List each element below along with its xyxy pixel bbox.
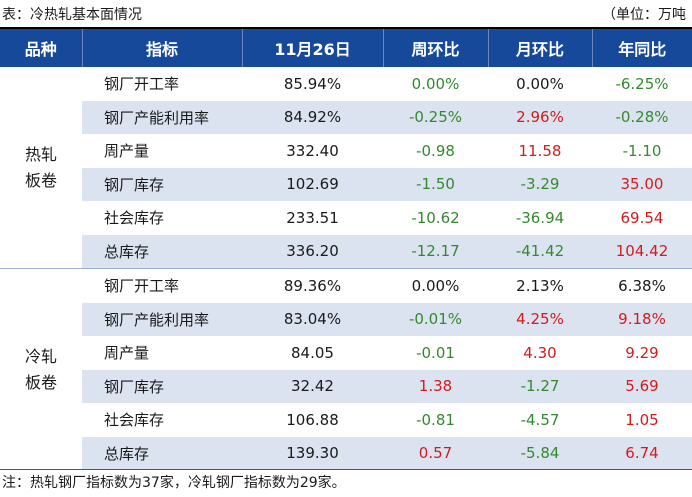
table-row: 钢厂产能利用率 83.04% -0.01% 4.25% 9.18%	[0, 302, 692, 336]
mom-cell: 2.13%	[488, 268, 592, 303]
table-caption: 表：冷热轧基本面情况 （单位：万吨	[0, 0, 692, 28]
table-row: 周产量 84.05 -0.01 4.30 9.29	[0, 336, 692, 370]
indicator-cell: 总库存	[82, 436, 242, 470]
table-row: 热轧 板卷 钢厂开工率 85.94% 0.00% 0.00% -6.25%	[0, 67, 692, 269]
bottom-rule	[0, 469, 692, 470]
mom-cell: 0.00%	[516, 74, 564, 93]
group-label: 热轧 板卷	[0, 67, 82, 269]
wow-cell: -0.01	[416, 343, 455, 362]
wow-cell: 0.00%	[411, 74, 460, 93]
mom-cell: -5.84	[488, 436, 592, 470]
indicator-cell: 钢厂产能利用率	[82, 100, 242, 134]
value-cell: 336.20	[242, 234, 383, 269]
value-cell: 84.92%	[242, 100, 383, 134]
yoy-cell: 1.05	[625, 410, 659, 429]
yoy-cell: 9.29	[625, 343, 659, 362]
indicator-cell: 周产量	[104, 344, 150, 363]
table-row: 社会库存 106.88 -0.81 -4.57 1.05	[0, 403, 692, 437]
mom-cell: 4.25%	[488, 302, 592, 336]
yoy-cell: -0.28%	[592, 100, 692, 134]
indicator-cell: 总库存	[82, 234, 242, 269]
value-cell: 89.36%	[242, 268, 383, 303]
indicator-cell: 钢厂库存	[82, 167, 242, 201]
indicator-cell: 钢厂产能利用率	[82, 302, 242, 336]
header-yoy: 年同比	[592, 29, 692, 67]
indicator-cell: 社会库存	[104, 411, 165, 430]
yoy-cell: -6.25%	[615, 74, 669, 93]
yoy-cell: 35.00	[592, 167, 692, 201]
value-cell: 83.04%	[242, 302, 383, 336]
mom-cell: -4.57	[520, 410, 560, 429]
unit-label: （单位：万吨	[602, 7, 686, 23]
wow-cell: -10.62	[411, 208, 460, 227]
mom-cell: -36.94	[515, 208, 565, 227]
group-label: 冷轧 板卷	[0, 268, 82, 470]
data-table: 品种 指标 11月26日 周环比 月环比 年同比 热轧 板卷 钢厂开工率 85.94…	[0, 29, 692, 470]
table-row: 钢厂产能利用率 84.92% -0.25% 2.96% -0.28%	[0, 100, 692, 134]
wow-cell: -0.25%	[383, 100, 488, 134]
mom-cell: 2.96%	[488, 100, 592, 134]
value-cell: 102.69	[242, 167, 383, 201]
header-row: 品种 指标 11月26日 周环比 月环比 年同比	[0, 29, 692, 67]
wow-cell: -0.01%	[383, 302, 488, 336]
header-indicator: 指标	[82, 29, 243, 67]
table-row: 钢厂库存 102.69 -1.50 -3.29 35.00	[0, 167, 692, 201]
mom-cell: -1.27	[488, 369, 592, 403]
wow-cell: -0.98	[416, 141, 455, 160]
yoy-cell: 9.18%	[592, 302, 692, 336]
indicator-cell: 钢厂开工率	[82, 268, 242, 303]
yoy-cell: 6.74	[592, 436, 692, 470]
table-row: 周产量 332.40 -0.98 11.58 -1.10	[0, 134, 692, 168]
footnote: 注：热轧钢厂指标数为37家，冷轧钢厂指标数为29家。	[2, 475, 346, 491]
wow-cell: 1.38	[383, 369, 488, 403]
yoy-cell: 6.38%	[592, 268, 692, 303]
yoy-cell: 5.69	[592, 369, 692, 403]
wow-cell: 0.57	[383, 436, 488, 470]
value-cell: 85.94%	[283, 74, 342, 93]
indicator-cell: 周产量	[104, 142, 150, 161]
value-cell: 32.42	[242, 369, 383, 403]
indicator-cell: 社会库存	[104, 209, 165, 228]
value-cell: 332.40	[286, 141, 339, 160]
value-cell: 233.51	[286, 208, 339, 227]
yoy-cell: 104.42	[592, 234, 692, 269]
value-cell: 106.88	[286, 410, 339, 429]
indicator-cell: 钢厂开工率	[104, 75, 180, 94]
header-wow: 周环比	[383, 29, 489, 67]
table-row: 社会库存 233.51 -10.62 -36.94 69.54	[0, 201, 692, 235]
value-cell: 139.30	[242, 436, 383, 470]
mom-cell: -3.29	[488, 167, 592, 201]
table-row: 冷轧 板卷 钢厂开工率 89.36% 0.00% 2.13% 6.38%	[0, 268, 692, 470]
wow-cell: 0.00%	[383, 268, 488, 303]
wow-cell: -12.17	[383, 234, 488, 269]
table-row: 总库存 139.30 0.57 -5.84 6.74	[0, 436, 692, 470]
table-title: 表：冷热轧基本面情况	[2, 7, 142, 23]
top-rule	[0, 27, 692, 29]
header-date: 11月26日	[242, 29, 384, 67]
yoy-cell: -1.10	[622, 141, 662, 160]
mom-cell: 4.30	[523, 343, 557, 362]
header-mom: 月环比	[488, 29, 593, 67]
wow-cell: -1.50	[383, 167, 488, 201]
value-cell: 84.05	[291, 343, 334, 362]
table-row: 总库存 336.20 -12.17 -41.42 104.42	[0, 234, 692, 269]
wow-cell: -0.81	[416, 410, 455, 429]
mom-cell: -41.42	[488, 234, 592, 269]
header-variety: 品种	[0, 29, 83, 67]
mom-cell: 11.58	[518, 141, 562, 160]
indicator-cell: 钢厂库存	[82, 369, 242, 403]
table-row: 钢厂库存 32.42 1.38 -1.27 5.69	[0, 369, 692, 403]
yoy-cell: 69.54	[620, 208, 664, 227]
